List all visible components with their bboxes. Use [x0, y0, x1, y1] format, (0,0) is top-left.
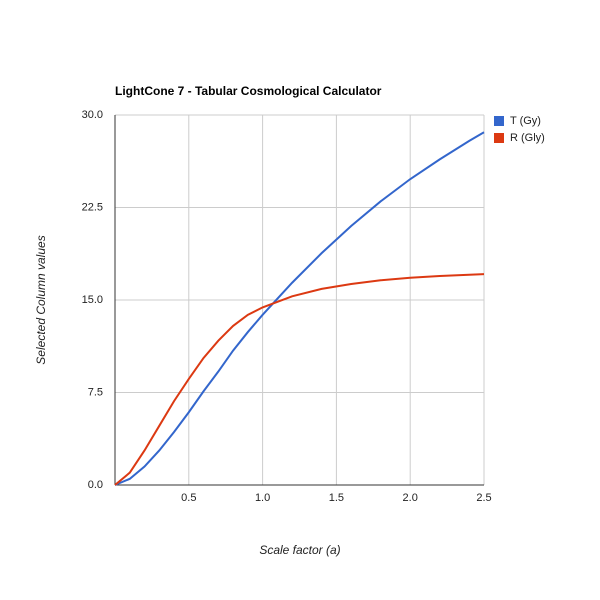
x-axis-title: Scale factor (a): [259, 543, 340, 557]
y-tick-label: 30.0: [82, 109, 103, 121]
chart-title: LightCone 7 - Tabular Cosmological Calcu…: [115, 84, 382, 98]
legend-label: R (Gly): [510, 132, 545, 144]
x-tick-label: 2.0: [403, 492, 418, 504]
y-axis-title: Selected Column values: [34, 235, 48, 364]
y-tick-label: 7.5: [88, 386, 103, 398]
y-tick-label: 22.5: [82, 201, 103, 213]
legend-label: T (Gy): [510, 115, 541, 127]
legend-swatch: [494, 116, 504, 126]
x-tick-label: 1.0: [255, 492, 270, 504]
x-tick-label: 0.5: [181, 492, 196, 504]
series-line: [114, 131, 485, 486]
y-tick-label: 15.0: [82, 294, 103, 306]
legend-swatch: [494, 133, 504, 143]
y-tick-label: 0.0: [88, 479, 103, 491]
x-tick-label: 1.5: [329, 492, 344, 504]
series-line: [114, 273, 485, 486]
x-tick-label: 2.5: [476, 492, 491, 504]
